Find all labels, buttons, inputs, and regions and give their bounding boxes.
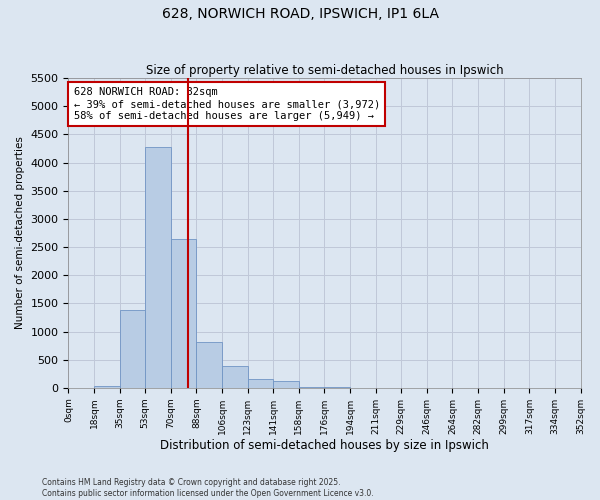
- Text: 628, NORWICH ROAD, IPSWICH, IP1 6LA: 628, NORWICH ROAD, IPSWICH, IP1 6LA: [161, 8, 439, 22]
- X-axis label: Distribution of semi-detached houses by size in Ipswich: Distribution of semi-detached houses by …: [160, 440, 489, 452]
- Bar: [222, 366, 248, 388]
- Text: Contains HM Land Registry data © Crown copyright and database right 2025.
Contai: Contains HM Land Registry data © Crown c…: [42, 478, 374, 498]
- Title: Size of property relative to semi-detached houses in Ipswich: Size of property relative to semi-detach…: [146, 64, 503, 77]
- Text: 628 NORWICH ROAD: 82sqm
← 39% of semi-detached houses are smaller (3,972)
58% of: 628 NORWICH ROAD: 82sqm ← 39% of semi-de…: [74, 88, 380, 120]
- Bar: [299, 386, 325, 388]
- Bar: [273, 381, 299, 388]
- Bar: [119, 310, 145, 388]
- Bar: [171, 238, 196, 388]
- Bar: [196, 342, 222, 388]
- Y-axis label: Number of semi-detached properties: Number of semi-detached properties: [15, 136, 25, 330]
- Bar: [248, 379, 273, 388]
- Bar: [145, 147, 171, 388]
- Bar: [94, 386, 119, 388]
